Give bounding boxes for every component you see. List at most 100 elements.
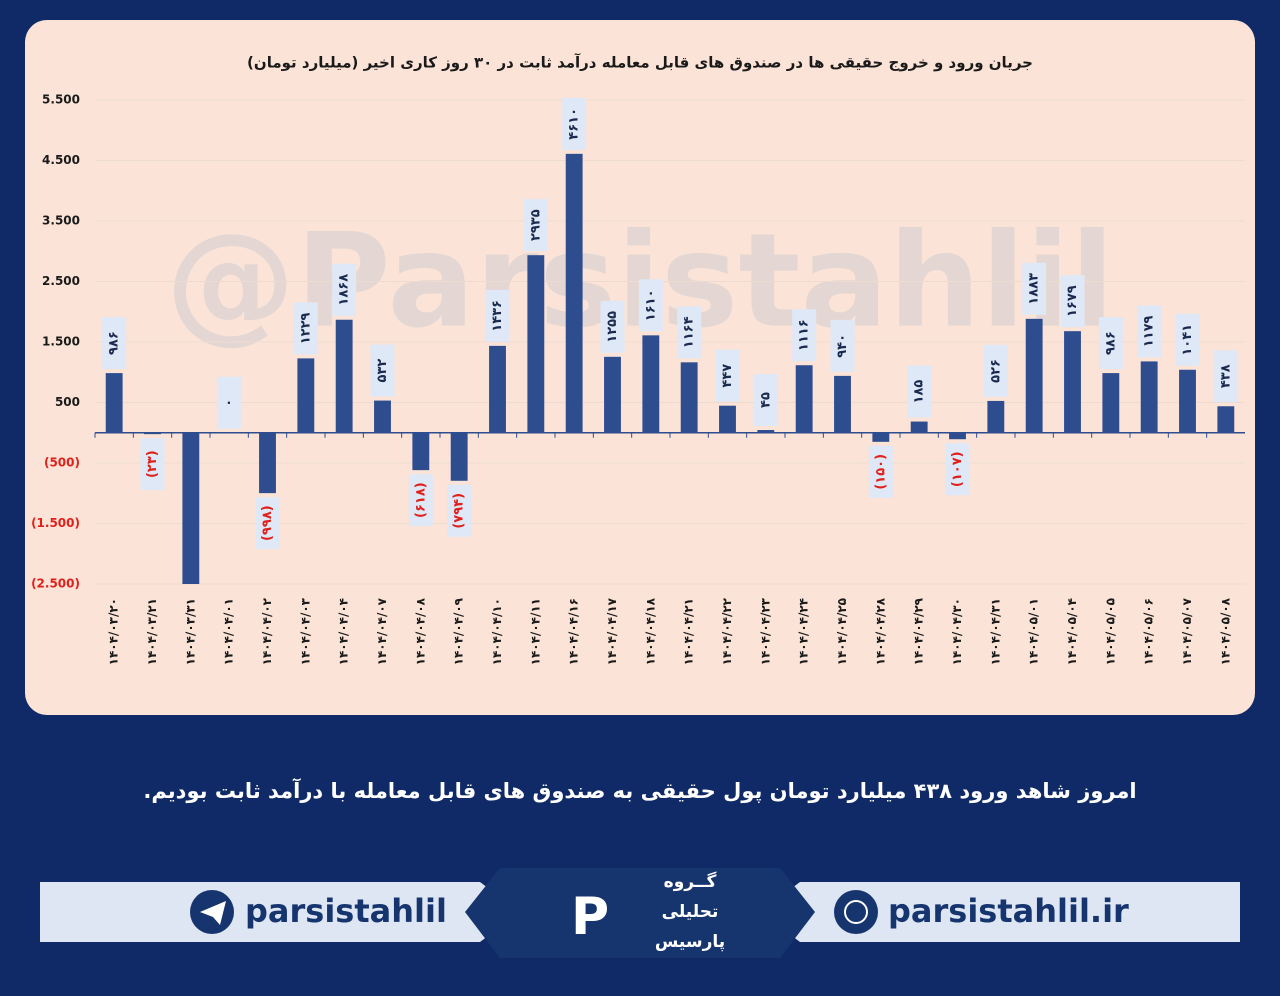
x-tick-label: ۱۴۰۴/۰۴/۲۳ bbox=[758, 597, 772, 665]
value-label: (۲۳) bbox=[145, 450, 160, 478]
chart-panel bbox=[25, 20, 1255, 715]
value-label: (۶۱۸) bbox=[413, 482, 428, 518]
value-label: ۱۱۷۹ bbox=[1142, 315, 1157, 347]
telegram-plane bbox=[200, 901, 226, 925]
value-label-box bbox=[1098, 317, 1123, 370]
value-label-box bbox=[677, 306, 702, 359]
caption: امروز شاهد ورود ۴۳۸ میلیارد تومان پول حق… bbox=[143, 778, 1136, 803]
bar bbox=[642, 335, 660, 433]
value-label-box bbox=[1213, 350, 1238, 403]
value-label-box bbox=[753, 374, 778, 427]
website[interactable]: parsistahlil.ir bbox=[888, 892, 1129, 930]
value-label: ۱۴۳۶ bbox=[490, 300, 505, 332]
bar bbox=[757, 430, 775, 433]
value-label: ۵۲۶ bbox=[988, 359, 1003, 383]
x-tick-label: ۱۴۰۴/۰۵/۰۱ bbox=[1027, 598, 1041, 665]
bar bbox=[604, 356, 621, 433]
web-icon bbox=[834, 890, 878, 934]
value-label: ۴۶۱۰ bbox=[567, 108, 582, 140]
value-label-box bbox=[1022, 262, 1047, 315]
value-label: ۱۶۷۹ bbox=[1065, 285, 1080, 317]
value-label-box bbox=[370, 344, 395, 397]
value-label-box bbox=[907, 365, 932, 418]
value-label-box bbox=[485, 289, 510, 342]
value-label: ۹۸۶ bbox=[1103, 331, 1118, 355]
x-tick-label: ۱۴۰۴/۰۴/۰۹ bbox=[452, 597, 466, 665]
value-label: ۵۳۲ bbox=[375, 359, 390, 383]
globe bbox=[844, 900, 868, 924]
value-label-box bbox=[408, 474, 433, 527]
value-label-box bbox=[332, 263, 357, 316]
x-tick-label: ۱۴۰۴/۰۴/۱۰ bbox=[490, 598, 504, 665]
value-label: ۱۲۲۹ bbox=[298, 312, 313, 344]
bar bbox=[259, 432, 276, 494]
value-label: ۹۸۶ bbox=[107, 331, 122, 355]
value-label: (۷۹۴) bbox=[452, 493, 467, 529]
value-label-box bbox=[1175, 313, 1200, 366]
x-tick-label: ۱۴۰۴/۰۴/۰۱ bbox=[222, 598, 236, 665]
chart-title: جریان ورود و خروج حقیقی ها در صندوق های … bbox=[247, 54, 1033, 72]
value-label-box bbox=[293, 302, 318, 355]
y-tick-label: (500) bbox=[44, 456, 80, 470]
value-label: (۱۵۰) bbox=[873, 454, 888, 490]
y-tick-label: 1.500 bbox=[42, 335, 80, 349]
value-label-box bbox=[600, 300, 625, 353]
x-tick-label: ۱۴۰۴/۰۳/۲۱ bbox=[145, 598, 159, 665]
telegram-handle[interactable]: parsistahlil bbox=[245, 892, 447, 930]
value-label: ۱۸۶۸ bbox=[337, 274, 352, 306]
value-label: (۱۰۷) bbox=[950, 451, 965, 487]
bar bbox=[719, 405, 736, 433]
bar bbox=[872, 432, 890, 442]
bar bbox=[1179, 369, 1196, 433]
footer-band-right bbox=[760, 882, 1240, 942]
y-tick-label: 500 bbox=[55, 395, 80, 409]
bar bbox=[1025, 318, 1043, 433]
x-tick-label: ۱۴۰۴/۰۴/۲۱ bbox=[682, 598, 696, 665]
value-label: ۱۱۶۴ bbox=[682, 316, 697, 348]
bar bbox=[910, 421, 928, 433]
logo-mark: P bbox=[571, 887, 609, 947]
value-label-box bbox=[1060, 275, 1085, 328]
bar bbox=[1102, 373, 1120, 433]
value-label: ۴۵ bbox=[758, 392, 773, 408]
x-tick-label: ۱۴۰۴/۰۴/۰۸ bbox=[413, 597, 427, 665]
x-tick-label: ۱۴۰۴/۰۳/۳۱ bbox=[183, 598, 197, 665]
value-label-box bbox=[562, 97, 587, 150]
value-label: ۱۸۸۳ bbox=[1027, 273, 1042, 305]
value-label-box bbox=[217, 376, 242, 429]
value-label-box bbox=[102, 317, 127, 370]
footer-band-left bbox=[40, 882, 520, 942]
value-label: ۲۹۳۵ bbox=[528, 209, 543, 241]
bar bbox=[450, 432, 468, 481]
bar bbox=[795, 365, 813, 433]
x-tick-label: ۱۴۰۴/۰۴/۲۲ bbox=[720, 597, 734, 665]
x-tick-label: ۱۴۰۴/۰۵/۰۷ bbox=[1180, 597, 1194, 665]
y-tick-label: 5.500 bbox=[42, 93, 80, 107]
value-label: ۱۶۱۰ bbox=[643, 289, 658, 321]
x-tick-label: ۱۴۰۴/۰۵/۰۵ bbox=[1103, 598, 1117, 665]
bar bbox=[182, 432, 200, 584]
x-tick-label: ۱۴۰۴/۰۵/۰۸ bbox=[1218, 597, 1232, 665]
y-tick-label: 2.500 bbox=[42, 274, 80, 288]
bar bbox=[105, 373, 123, 433]
bar bbox=[565, 153, 583, 433]
value-label-box bbox=[1137, 305, 1162, 358]
bar bbox=[949, 432, 966, 440]
y-tick-label: (1.500) bbox=[31, 516, 80, 530]
value-label: ۴۴۷ bbox=[720, 364, 735, 388]
x-tick-label: ۱۴۰۴/۰۴/۲۴ bbox=[797, 598, 811, 665]
x-tick-label: ۱۴۰۴/۰۴/۲۸ bbox=[873, 597, 887, 665]
value-label-box bbox=[868, 445, 893, 498]
x-tick-label: ۱۴۰۴/۰۵/۰۶ bbox=[1142, 598, 1156, 665]
x-tick-label: ۱۴۰۴/۰۴/۳۱ bbox=[988, 598, 1002, 665]
bar bbox=[834, 375, 851, 433]
logo-text: تحلیلی bbox=[662, 902, 719, 922]
bar bbox=[374, 400, 391, 433]
value-label-box bbox=[715, 349, 740, 402]
x-tick-label: ۱۴۰۴/۰۴/۰۴ bbox=[337, 598, 351, 665]
bar bbox=[527, 255, 545, 433]
value-label-box bbox=[523, 199, 548, 252]
bar bbox=[489, 345, 506, 433]
bar bbox=[297, 358, 315, 433]
x-tick-label: ۱۴۰۴/۰۴/۱۷ bbox=[605, 597, 619, 665]
